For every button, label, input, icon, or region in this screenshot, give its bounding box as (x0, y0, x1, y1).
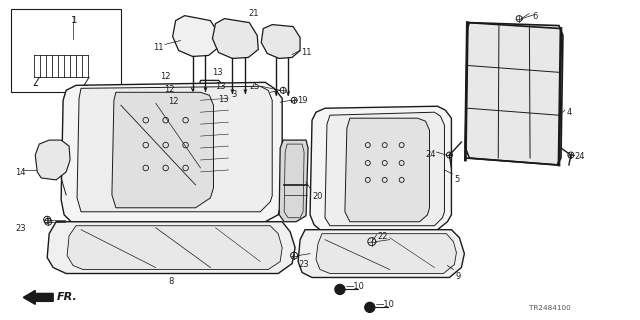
Text: 12: 12 (164, 85, 175, 94)
Polygon shape (61, 82, 282, 222)
Text: —10: —10 (376, 300, 395, 309)
Text: FR.: FR. (57, 292, 78, 302)
Text: 24: 24 (575, 152, 586, 161)
Text: TR2484100: TR2484100 (529, 305, 571, 311)
Text: 25: 25 (250, 82, 260, 91)
Text: 23: 23 (298, 260, 308, 268)
Circle shape (335, 284, 345, 294)
Text: 13: 13 (216, 82, 226, 91)
FancyArrow shape (23, 291, 53, 304)
Text: 12: 12 (168, 97, 179, 106)
Circle shape (365, 302, 375, 312)
Text: 19: 19 (297, 96, 308, 105)
Polygon shape (465, 23, 563, 165)
Text: 4: 4 (567, 108, 572, 117)
Text: 12: 12 (160, 72, 171, 81)
Text: 22: 22 (378, 232, 388, 241)
Text: 11: 11 (301, 49, 312, 58)
Polygon shape (325, 112, 444, 226)
Polygon shape (212, 19, 259, 59)
Text: 23: 23 (15, 224, 26, 233)
Text: 9: 9 (456, 271, 461, 281)
Text: 21: 21 (248, 9, 259, 18)
Text: 1: 1 (71, 16, 76, 25)
Polygon shape (47, 222, 295, 274)
Polygon shape (67, 226, 282, 269)
Text: 14: 14 (15, 168, 26, 177)
Text: 1: 1 (71, 16, 77, 25)
Polygon shape (298, 230, 465, 277)
Polygon shape (279, 140, 308, 222)
Polygon shape (173, 16, 218, 56)
Polygon shape (261, 25, 300, 59)
Polygon shape (77, 86, 272, 212)
Text: 5: 5 (454, 175, 460, 184)
Polygon shape (112, 92, 214, 208)
Text: 3: 3 (232, 90, 237, 99)
Text: 13: 13 (218, 95, 229, 104)
Text: 11: 11 (153, 43, 164, 52)
Text: —10: —10 (346, 282, 365, 291)
Text: 20: 20 (312, 192, 323, 201)
Polygon shape (345, 118, 429, 222)
Polygon shape (310, 106, 451, 230)
Polygon shape (316, 234, 456, 274)
Text: 8: 8 (168, 277, 173, 286)
Polygon shape (35, 140, 70, 180)
Text: 13: 13 (212, 68, 223, 77)
Bar (12, 9, 121, 92)
Text: 24: 24 (425, 150, 435, 159)
Text: 6: 6 (532, 12, 538, 21)
Polygon shape (196, 80, 230, 180)
